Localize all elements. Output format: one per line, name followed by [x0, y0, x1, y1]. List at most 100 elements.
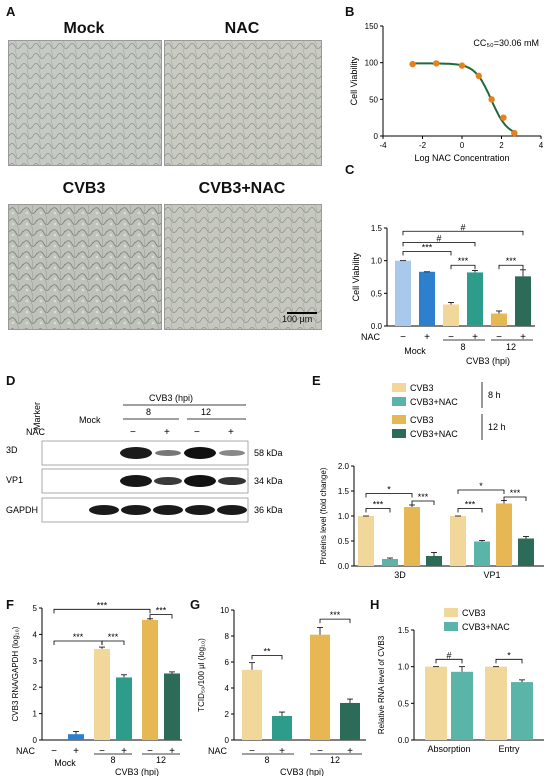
- chart-h-bar: [451, 671, 473, 740]
- chart-g-bracket: [319, 618, 351, 624]
- chart-e-y-tick-label: 0.0: [338, 562, 350, 571]
- chart-h-legend-label: CVB3+NAC: [462, 622, 510, 632]
- chart-g-sig-label: ***: [330, 610, 341, 620]
- chart-f-bar: [68, 734, 84, 740]
- chart-e-legend-swatch: [392, 429, 406, 438]
- panel-letter-d: D: [6, 373, 16, 388]
- chart-c-bar: [467, 272, 483, 326]
- chart-c-bar: [443, 304, 459, 326]
- chart-e-bracket: [457, 508, 483, 513]
- chart-b-annotation: CC₅₀=30.06 mM: [473, 38, 539, 48]
- panel-letter-c: C: [345, 162, 355, 177]
- chart-b-x-label: Log NAC Concentration: [414, 153, 509, 163]
- chart-e-sig-label: *: [387, 485, 391, 495]
- chart-e-bar: [426, 556, 442, 566]
- chart-e-y-tick-label: 1.0: [338, 512, 350, 521]
- chart-e-sig-label: ***: [465, 500, 476, 510]
- chart-b-y-tick-label: 50: [369, 95, 378, 104]
- chart-e-y-tick-label: 1.5: [338, 487, 350, 496]
- chart-f-group-label: 8: [110, 755, 115, 765]
- chart-e-bar: [496, 503, 512, 566]
- chart-f-sig-label: ***: [73, 632, 84, 642]
- chart-e-y-tick-label: 0.5: [338, 537, 350, 546]
- chart-g-nac-label: NAC: [208, 746, 228, 756]
- chart-f-nac-sign: +: [73, 746, 79, 757]
- micrograph-nac: [164, 40, 322, 166]
- chart-c-group-label: 8: [460, 342, 465, 352]
- chart-g-y-label: TCID₅₀/100 μl (log₁₀): [197, 638, 206, 712]
- blot-size-label: 58 kDa: [254, 448, 283, 458]
- chart-h-bar: [511, 682, 533, 740]
- chart-b-y-label: Cell Viability: [349, 56, 359, 105]
- chart-c-nac-sign: +: [472, 332, 478, 343]
- chart-b-x-tick-label: -4: [379, 141, 387, 150]
- chart-e-bar: [382, 559, 398, 566]
- chart-f-bar: [164, 673, 180, 740]
- chart-g-nac-sign: +: [347, 746, 353, 757]
- chart-f-y-tick-label: 5: [33, 604, 38, 613]
- chart-f-nac-label: NAC: [16, 746, 36, 756]
- chart-f-y-tick-label: 4: [33, 630, 38, 639]
- chart-e-legend-label: CVB3+NAC: [410, 429, 458, 439]
- chart-g-nac-sign: −: [249, 746, 255, 757]
- chart-c-sig-label: ***: [422, 243, 433, 253]
- chart-c-bracket: [450, 264, 476, 270]
- blot-protein-label: GAPDH: [6, 505, 38, 515]
- chart-f-bar: [142, 619, 158, 740]
- blot-size-label: 34 kDa: [254, 476, 283, 486]
- blot-protein-label: 3D: [6, 445, 18, 455]
- chart-f-bracket: [149, 614, 173, 619]
- chart-c-group-label: 12: [506, 342, 516, 352]
- chart-h-y-label: Relative RNA level of CVB3: [377, 635, 386, 734]
- blot-header: Marker Mock CVB3 (hpi) 8 12 NAC − + − +: [26, 393, 246, 438]
- chart-g-nac-sign: +: [279, 746, 285, 757]
- blot-marker-label: Marker: [32, 402, 42, 430]
- chart-f-bar: [94, 648, 110, 740]
- chart-e-bracket: [365, 493, 413, 498]
- chart-c-y-tick-label: 1.0: [371, 257, 383, 266]
- chart-h-y-tick-label: 1.0: [398, 663, 410, 672]
- chart-g-group-label: 8: [264, 755, 269, 765]
- chart-b-fit-curve: [410, 62, 517, 134]
- chart-c-bar: [515, 276, 531, 326]
- blot-protein-label: VP1: [6, 475, 23, 485]
- chart-c-bracket: [402, 241, 476, 247]
- micrograph-cvb3-nac: [164, 204, 322, 330]
- chart-e-bracket: [457, 489, 505, 494]
- chart-e-sig-label: *: [479, 481, 483, 491]
- chart-b: 0 50 100 150 -4 -2 0 2 4 CC₅₀=30.06 mM Log NAC Con…: [349, 22, 544, 163]
- chart-e-sig-label: ***: [510, 488, 521, 498]
- chart-h-y-tick-label: 0.0: [398, 736, 410, 745]
- chart-e-category-label: VP1: [483, 570, 500, 580]
- blot-nac-sign: +: [164, 427, 170, 438]
- chart-e-y-label: Proteins level (fold change): [319, 467, 328, 564]
- chart-g-group-label: 12: [330, 755, 340, 765]
- chart-f-nac-sign: −: [99, 746, 105, 757]
- chart-f-nac-sign: +: [121, 746, 127, 757]
- chart-c-y-tick-label: 0.5: [371, 289, 383, 298]
- chart-c-sig-label: ***: [458, 256, 469, 266]
- chart-c-nac-label: NAC: [361, 332, 381, 342]
- chart-c: 0.0 0.5 1.0 1.5 NAC − + − + − + Cell Viability Mock 8…: [351, 222, 535, 366]
- chart-e-legend-swatch: [392, 415, 406, 424]
- chart-g-y-tick-label: 2: [225, 710, 230, 719]
- chart-f-nac-sign: −: [147, 746, 153, 757]
- panel-letter-e: E: [312, 373, 321, 388]
- chart-g-y-tick-label: 6: [225, 658, 230, 667]
- micrograph-label-cvb3-nac: CVB3+NAC: [198, 180, 286, 197]
- chart-c-bar: [419, 271, 435, 326]
- chart-c-nac-sign: +: [424, 332, 430, 343]
- chart-h-category-label: Entry: [498, 744, 520, 754]
- blot-time-8: 8: [146, 407, 151, 417]
- chart-b-x-tick-label: -2: [419, 141, 427, 150]
- chart-g-y-tick-label: 4: [225, 684, 230, 693]
- chart-e-sig-label: ***: [418, 492, 429, 502]
- chart-h-bracket: [495, 658, 523, 664]
- panel-letter-f: F: [6, 597, 14, 612]
- panel-letter-h: H: [370, 597, 380, 612]
- chart-c-sig-label: #: [436, 233, 441, 243]
- chart-h-legend-swatch: [444, 622, 458, 631]
- chart-c-y-label: Cell Viability: [351, 252, 361, 301]
- chart-e-bar: [474, 541, 490, 566]
